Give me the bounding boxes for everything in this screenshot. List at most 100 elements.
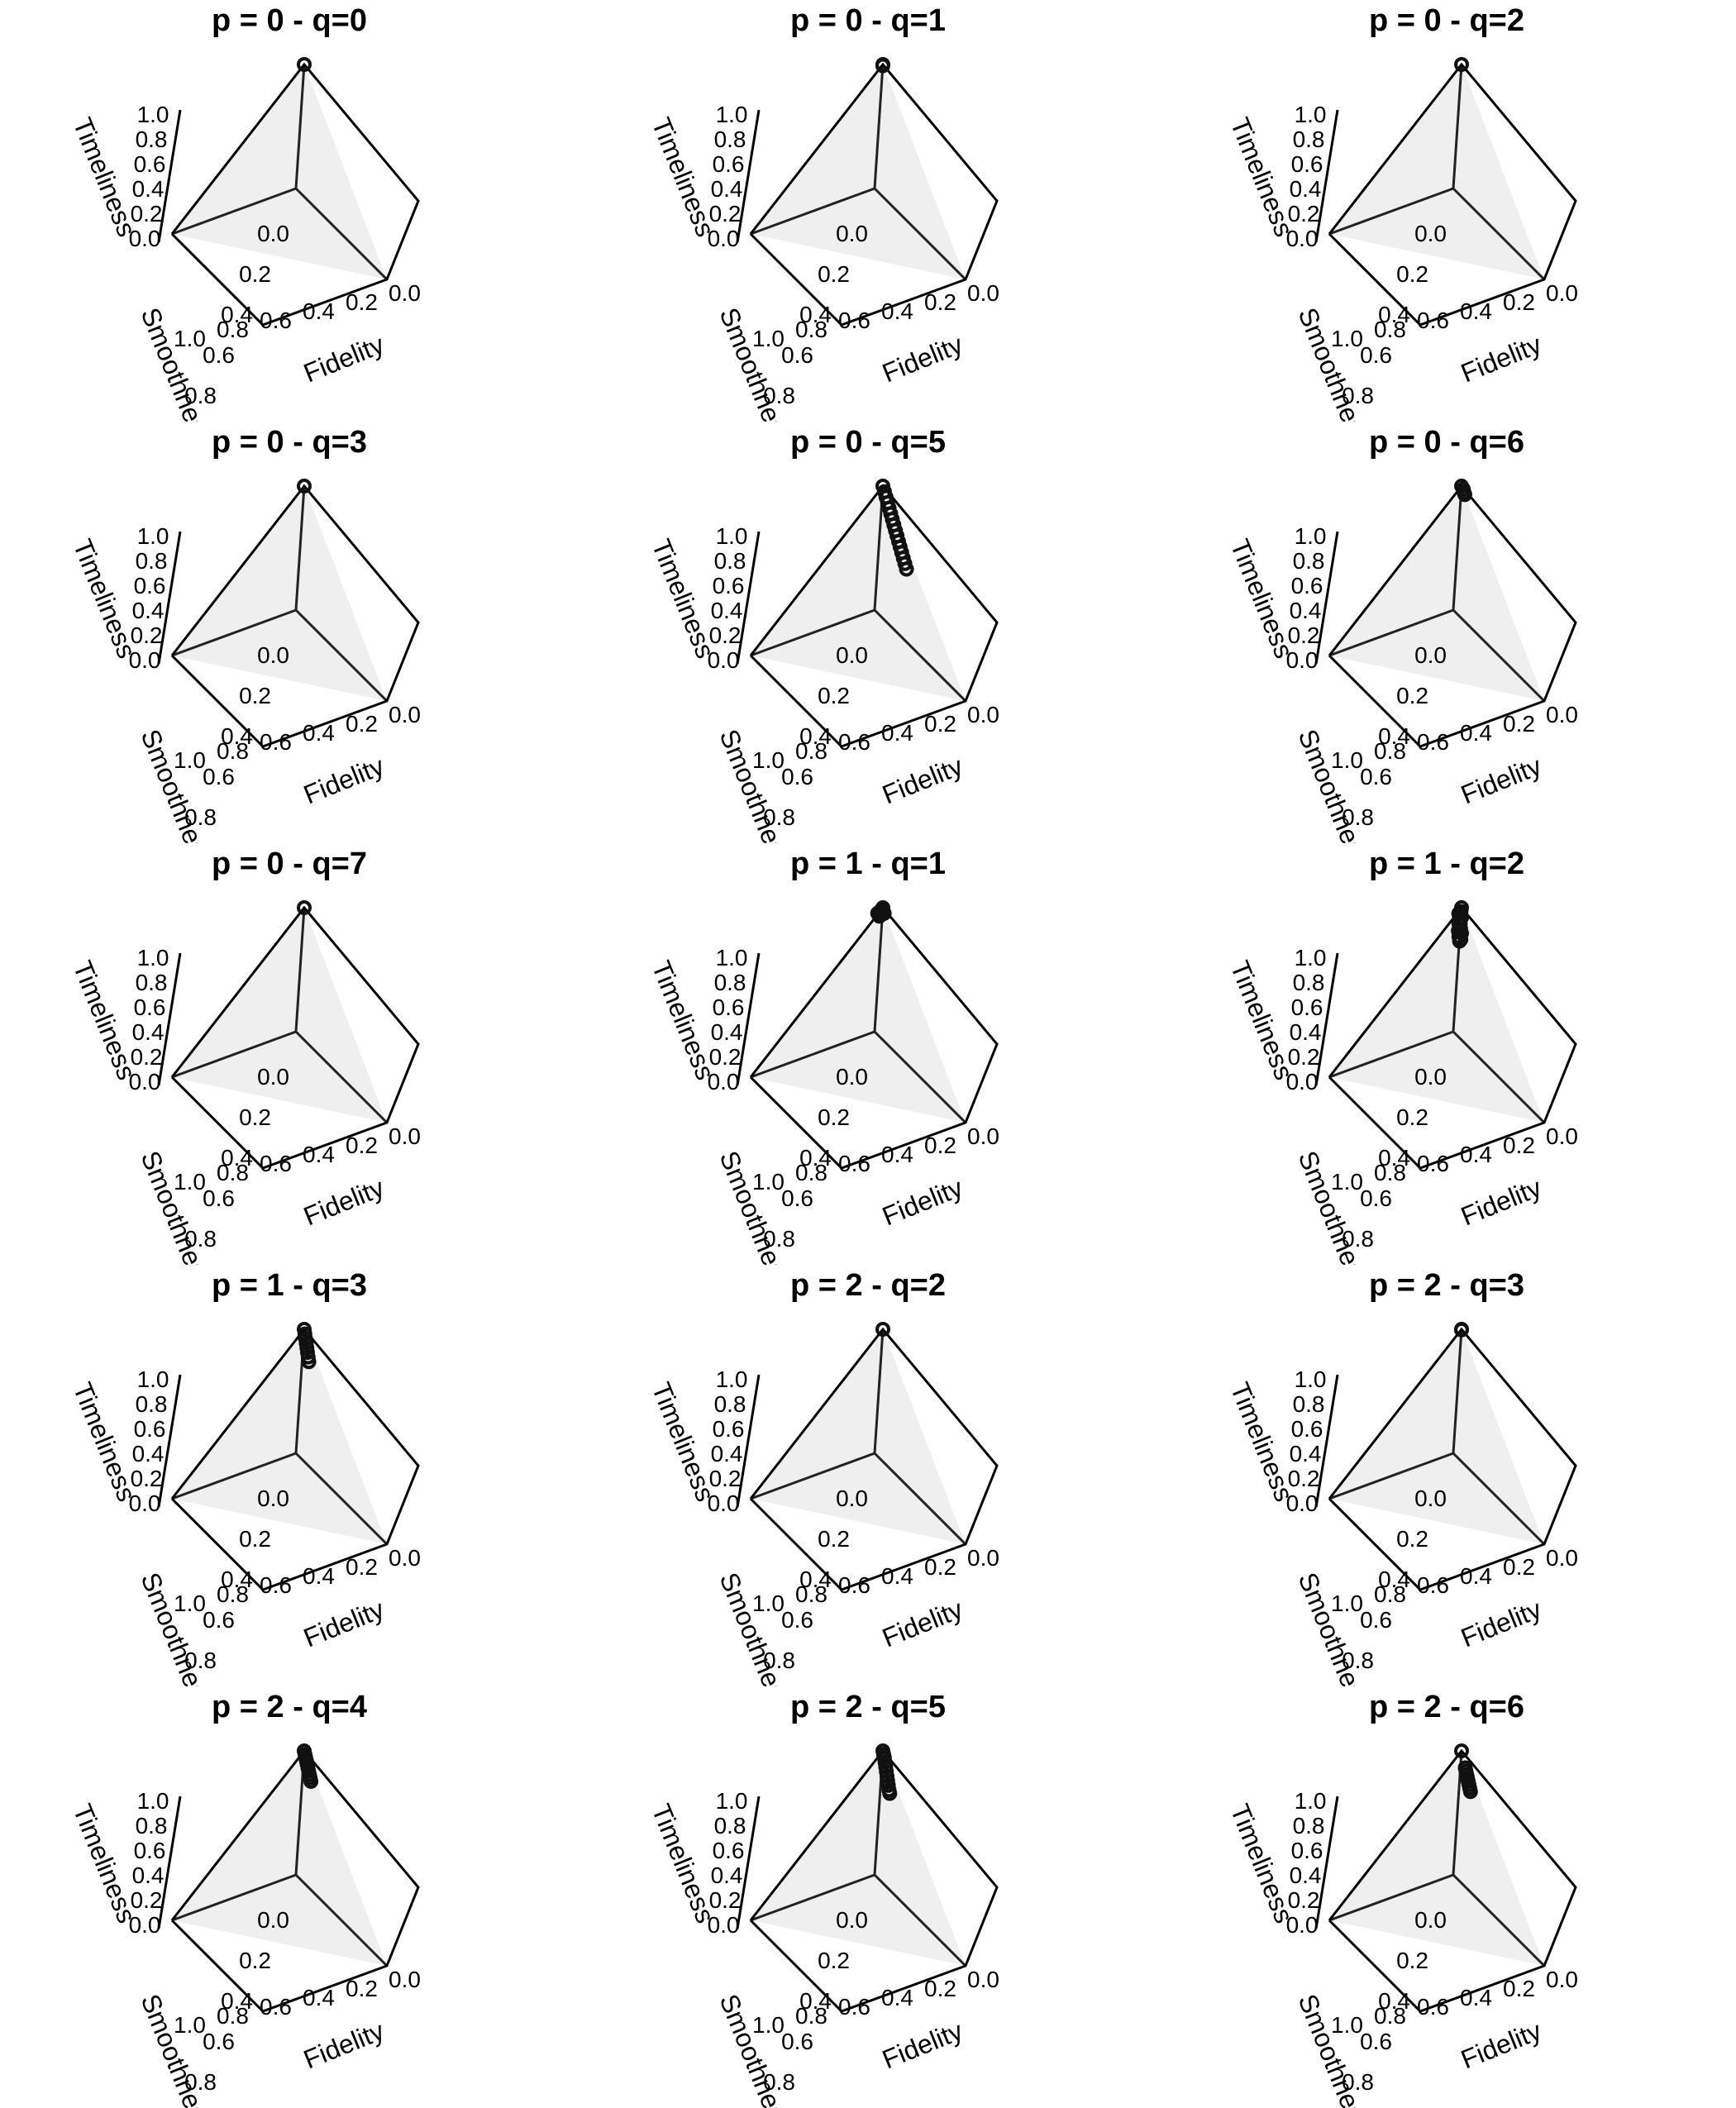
smoothness-tick-label: 0.4 — [799, 723, 832, 749]
smoothness-tick-label: 0.2 — [818, 1948, 850, 1973]
timeliness-tick-label: 1.0 — [137, 523, 169, 549]
ternary-3d-plot: 0.00.20.40.60.81.00.00.20.40.60.81.00.00… — [1225, 479, 1578, 843]
fidelity-tick-label: 1.0 — [174, 2012, 206, 2038]
timeliness-axis-line — [873, 907, 885, 1033]
box-frame — [749, 1327, 999, 1591]
chart-title: p = 2 - q=4 — [212, 1690, 367, 1724]
fidelity-tick-label: 1.0 — [1331, 1591, 1363, 1616]
smoothness-tick-label: 0.0 — [1414, 1064, 1447, 1090]
chart-title: p = 1 - q=3 — [212, 1268, 367, 1303]
fidelity-tick-label: 1.0 — [174, 326, 206, 351]
timeliness-tick-label: 1.0 — [137, 102, 169, 127]
fidelity-tick-label: 0.6 — [838, 308, 870, 333]
chart-panel: p = 0 - q=3 0.0 0.2 0.4 0.6 0.8 1.0 0.0 0.2 0.4 0.… — [0, 422, 579, 843]
smoothness-tick-label: 0.2 — [818, 1104, 850, 1130]
fidelity-tick-label: 0.2 — [924, 289, 956, 315]
timeliness-tick-label: 0.0 — [1286, 226, 1319, 251]
chart-title: p = 1 - q=2 — [1369, 847, 1524, 881]
smoothness-tick-label: 0.2 — [818, 1526, 850, 1552]
smoothness-tick-label: 0.4 — [799, 1988, 832, 2014]
smoothness-tick-label: 0.4 — [1378, 723, 1410, 749]
chart-title: p = 2 - q=3 — [1369, 1268, 1524, 1303]
fidelity-tick-label: 0.4 — [1460, 298, 1492, 324]
fidelity-tick-label: 0.2 — [924, 1554, 956, 1580]
timeliness-axis-line — [294, 485, 306, 611]
timeliness-tick-label: 0.8 — [714, 1391, 746, 1417]
data-point — [1452, 933, 1467, 949]
fidelity-tick-label: 0.0 — [1546, 1967, 1578, 1992]
fidelity-axis-line — [1452, 1873, 1546, 1967]
timeliness-scale-edge — [736, 531, 761, 665]
fidelity-tick-label: 0.4 — [1460, 1985, 1492, 2010]
smoothness-tick-label: 0.4 — [1378, 1567, 1410, 1592]
ternary-3d-plot: 0.00.20.40.60.81.00.00.20.40.60.81.00.00… — [68, 479, 421, 843]
timeliness-tick-label: 0.2 — [709, 622, 742, 648]
fidelity-tick-label: 0.2 — [346, 711, 378, 737]
fidelity-tick-label: 0.8 — [1374, 1160, 1406, 1185]
smoothness-tick-label: 0.8 — [1342, 1648, 1374, 1673]
smoothness-tick-label: 0.0 — [257, 1907, 289, 1933]
smoothness-tick-label: 0.8 — [763, 1226, 795, 1252]
fidelity-axis-line — [294, 608, 389, 703]
smoothness-tick-label: 0.6 — [1360, 1607, 1392, 1633]
timeliness-tick-label: 0.0 — [1286, 1490, 1319, 1516]
fidelity-tick-label: 0.4 — [303, 1563, 335, 1589]
smoothness-tick-label: 0.2 — [1396, 261, 1428, 287]
timeliness-tick-label: 0.4 — [132, 1019, 165, 1045]
ternary-3d-plot: 0.00.20.40.60.81.00.00.20.40.60.81.00.00… — [646, 479, 999, 843]
fidelity-tick-label: 0.6 — [260, 1572, 292, 1598]
timeliness-tick-label: 1.0 — [716, 523, 748, 549]
smoothness-tick-label: 0.8 — [184, 383, 217, 408]
fidelity-axis-label: Fidelity — [299, 329, 388, 388]
fidelity-tick-label: 1.0 — [752, 747, 785, 773]
fidelity-tick-label: 0.2 — [346, 289, 378, 315]
fidelity-tick-label: 0.8 — [795, 738, 827, 764]
fidelity-tick-label: 0.0 — [967, 280, 999, 306]
timeliness-tick-label: 0.4 — [711, 1019, 743, 1045]
smoothness-tick-label: 0.6 — [203, 1607, 235, 1633]
fidelity-axis-label: Fidelity — [299, 751, 388, 809]
timeliness-tick-label: 1.0 — [1295, 945, 1327, 971]
fidelity-tick-label: 1.0 — [752, 2012, 785, 2038]
fidelity-axis-line — [294, 187, 389, 281]
smoothness-tick-label: 0.4 — [1378, 1988, 1410, 2014]
fidelity-axis-label: Fidelity — [878, 1594, 966, 1653]
timeliness-scale-edge — [736, 952, 761, 1086]
timeliness-axis-label: Timeliness — [68, 956, 142, 1084]
timeliness-tick-label: 0.8 — [136, 126, 168, 152]
smoothness-tick-label: 0.2 — [1396, 1104, 1428, 1130]
fidelity-axis-label: Fidelity — [878, 751, 966, 809]
timeliness-scale-edge — [1314, 1796, 1339, 1929]
data-point — [297, 900, 312, 915]
timeliness-tick-label: 0.8 — [136, 548, 168, 574]
chart-panel: p = 0 - q=7 0.0 0.2 0.4 0.6 0.8 1.0 0.0 0.2 0.4 0.… — [0, 843, 579, 1265]
timeliness-scale-edge — [736, 109, 761, 243]
fidelity-tick-label: 0.4 — [303, 1142, 335, 1167]
smoothness-tick-label: 0.4 — [221, 302, 253, 327]
fidelity-tick-label: 1.0 — [174, 747, 206, 773]
timeliness-tick-label: 0.4 — [1290, 1862, 1322, 1888]
smoothness-tick-label: 0.8 — [763, 1648, 795, 1673]
timeliness-axis-label: Timeliness — [1225, 113, 1300, 241]
chart-title: p = 0 - q=2 — [1369, 3, 1524, 38]
timeliness-tick-label: 0.0 — [708, 1912, 740, 1938]
ternary-3d-plot: 0.00.20.40.60.81.00.00.20.40.60.81.00.00… — [1225, 1743, 1578, 2108]
fidelity-tick-label: 0.8 — [217, 738, 249, 764]
fidelity-tick-label: 0.2 — [1503, 711, 1535, 737]
ternary-3d-plot: 0.00.20.40.60.81.00.00.20.40.60.81.00.00… — [646, 900, 999, 1265]
timeliness-tick-label: 0.2 — [1288, 1044, 1320, 1070]
smoothness-tick-label: 0.2 — [239, 261, 271, 287]
fidelity-tick-label: 0.6 — [1417, 1572, 1449, 1598]
smoothness-tick-label: 0.4 — [799, 1567, 832, 1592]
data-point — [876, 905, 892, 921]
timeliness-tick-label: 0.0 — [708, 226, 740, 251]
smoothness-tick-label: 0.6 — [781, 764, 813, 789]
fidelity-tick-label: 1.0 — [1331, 2012, 1363, 2038]
fidelity-axis-line — [1452, 187, 1546, 281]
fidelity-axis-line — [294, 1873, 389, 1967]
timeliness-tick-label: 0.2 — [1288, 622, 1320, 648]
fidelity-axis-label: Fidelity — [299, 1594, 388, 1653]
timeliness-tick-label: 0.4 — [1290, 1019, 1322, 1045]
timeliness-scale-edge — [1314, 109, 1339, 243]
